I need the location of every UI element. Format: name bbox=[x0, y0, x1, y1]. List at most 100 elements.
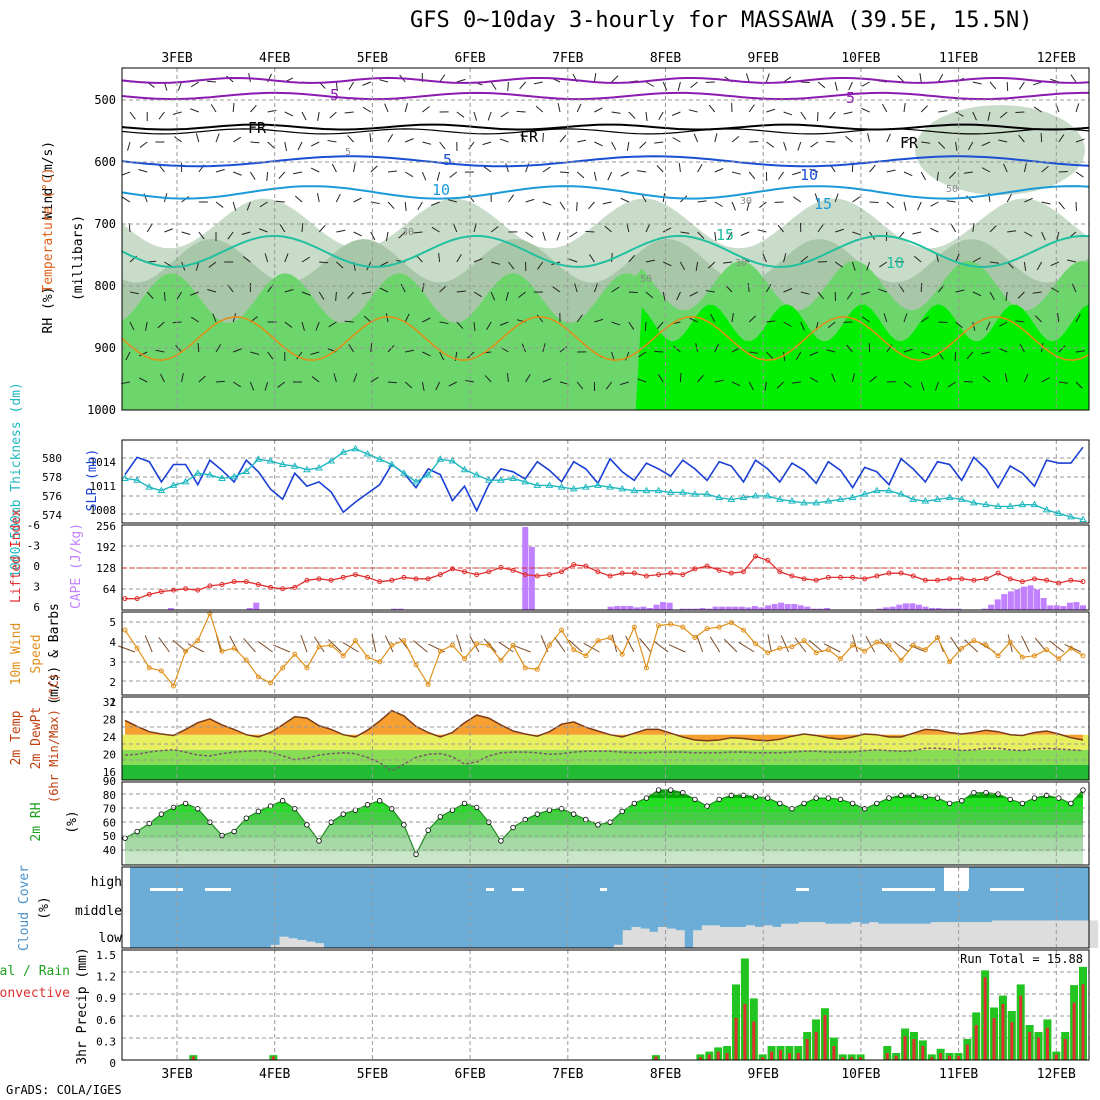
wind-barb bbox=[611, 321, 621, 326]
rh2m-point bbox=[292, 806, 298, 812]
li-point bbox=[704, 563, 710, 569]
wind-barb bbox=[533, 81, 543, 85]
wind-barb bbox=[654, 141, 664, 144]
wind-barb bbox=[963, 171, 973, 174]
upper-ytick: 600 bbox=[94, 155, 116, 169]
wind-barb bbox=[867, 133, 871, 143]
wind-barb bbox=[731, 135, 740, 143]
contour-label: FR bbox=[900, 134, 919, 152]
wind-barb bbox=[448, 381, 458, 387]
cloud-low-bar bbox=[886, 923, 896, 948]
wind-barb bbox=[903, 137, 913, 143]
wind-barb bbox=[611, 111, 621, 114]
wind-barb bbox=[456, 321, 464, 329]
cloud-low-bar bbox=[710, 925, 720, 948]
wind-barb bbox=[731, 201, 736, 211]
thickness-point bbox=[606, 483, 614, 490]
upper-ytick: 500 bbox=[94, 93, 116, 107]
wind-barb bbox=[362, 81, 371, 86]
wind-barb bbox=[843, 111, 853, 115]
wind-barb bbox=[212, 313, 217, 323]
wind-barb bbox=[1019, 343, 1025, 353]
li-point bbox=[910, 573, 916, 579]
thickness-point bbox=[933, 495, 942, 502]
wind-barb bbox=[731, 313, 734, 323]
precip-ytick: 0 bbox=[109, 1057, 116, 1070]
wind10m-point bbox=[304, 665, 310, 671]
wind-barb bbox=[516, 110, 526, 113]
wind-barb bbox=[422, 106, 430, 113]
wind-barb bbox=[848, 81, 853, 91]
wind-barb bbox=[611, 141, 617, 151]
cape-bar bbox=[397, 608, 404, 610]
wind-barb bbox=[679, 372, 682, 383]
wind-barb bbox=[800, 291, 810, 295]
wind10m-point bbox=[268, 680, 274, 686]
wind-barb bbox=[955, 253, 960, 263]
cape-bar bbox=[1060, 606, 1067, 610]
wind10m-point bbox=[1019, 654, 1025, 660]
wind10m-point bbox=[995, 653, 1001, 659]
upper-ytick: 800 bbox=[94, 279, 116, 293]
top-xtick: 4FEB bbox=[259, 51, 290, 66]
rh2m-point bbox=[401, 822, 407, 828]
wind-barb bbox=[559, 381, 569, 385]
cloud-low-bar bbox=[622, 930, 632, 948]
wind-barb bbox=[473, 291, 482, 298]
thickness-point bbox=[751, 491, 760, 499]
wind-barb bbox=[714, 201, 723, 207]
contour-label: 10 bbox=[886, 254, 904, 272]
wind10m-barb bbox=[483, 638, 497, 653]
li-point bbox=[668, 570, 674, 576]
top-xtick: 10FEB bbox=[841, 51, 880, 66]
wind-barb bbox=[387, 134, 394, 143]
wind-barb bbox=[827, 321, 836, 329]
cloud-low-bar bbox=[851, 922, 861, 948]
li-point bbox=[595, 569, 601, 575]
wind10m-point bbox=[474, 641, 480, 647]
li-point bbox=[777, 569, 783, 575]
wind10m-point bbox=[777, 645, 783, 651]
thickness-point bbox=[375, 455, 384, 462]
wind10m-point bbox=[122, 627, 128, 633]
thickness-point bbox=[642, 486, 651, 494]
wind-barb bbox=[678, 163, 681, 173]
contour-label: 30 bbox=[735, 258, 747, 269]
wind-ytick: 3 bbox=[109, 656, 116, 669]
rh2m-point bbox=[667, 787, 674, 793]
cape-bar bbox=[988, 604, 995, 610]
wind-barb bbox=[317, 111, 320, 121]
wind10m-point bbox=[328, 642, 334, 648]
li-point bbox=[425, 576, 431, 582]
li-point bbox=[934, 577, 940, 583]
wind-barb bbox=[267, 351, 274, 360]
wind-barb bbox=[160, 373, 165, 383]
precip-conv-bar bbox=[823, 1015, 827, 1060]
cape-bar bbox=[666, 602, 673, 610]
rh2m-point bbox=[473, 804, 480, 811]
rh2m-point bbox=[1019, 800, 1026, 807]
wind-barb bbox=[793, 196, 802, 203]
thickness-point bbox=[230, 472, 239, 480]
cape-bar bbox=[1027, 585, 1034, 610]
cloud-low-bar bbox=[895, 923, 905, 948]
wind-barb bbox=[1058, 134, 1065, 143]
wind10m-barb bbox=[328, 639, 342, 653]
wind10m-point bbox=[583, 653, 589, 659]
precip-conv-bar bbox=[716, 1051, 720, 1060]
li-point bbox=[1068, 577, 1074, 583]
wind10m-barb bbox=[187, 643, 205, 653]
wind-barb bbox=[1015, 320, 1025, 323]
wind-barb bbox=[1023, 163, 1027, 173]
wind-frame bbox=[121, 611, 1090, 696]
cape-ytick: 192 bbox=[96, 541, 116, 554]
ylabel-precip: 3hr Precip (mm) bbox=[75, 947, 90, 1064]
rh2m-point bbox=[316, 838, 322, 844]
wind-barb bbox=[456, 254, 462, 263]
wind-barb bbox=[1075, 103, 1080, 113]
top-xtick: 8FEB bbox=[650, 51, 681, 66]
rh2m-point bbox=[546, 807, 553, 813]
thickness-point bbox=[836, 495, 845, 502]
contour-teal-15 bbox=[121, 234, 1090, 269]
wind-barb bbox=[422, 317, 431, 323]
